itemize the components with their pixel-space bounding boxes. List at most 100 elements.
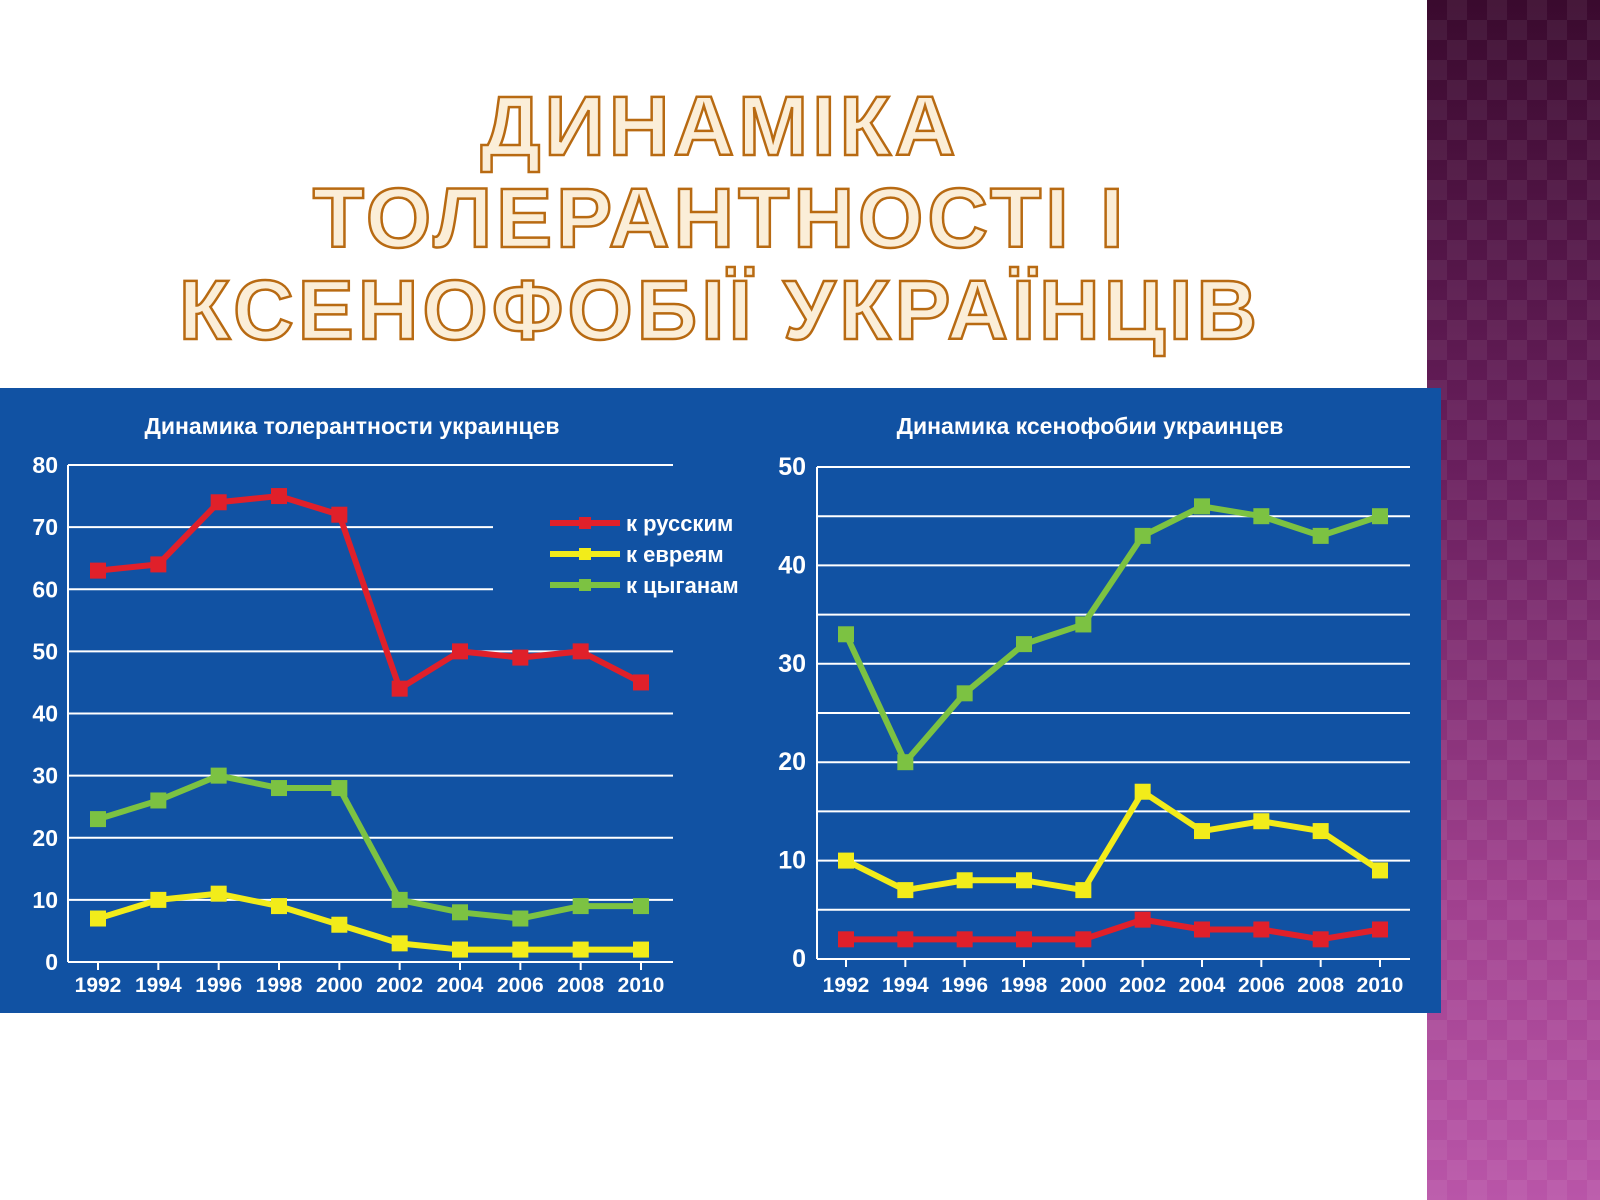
charts-svg: Динамика толерантности украинцев 0 10 20 30 4…	[32, 413, 1410, 997]
data-point	[897, 754, 914, 771]
data-point	[838, 626, 854, 643]
chart-1: Динамика толерантности украинцев 0 10 20 30 4…	[32, 413, 738, 997]
data-point	[956, 931, 973, 948]
x-tick-label: 2008	[1297, 974, 1344, 997]
data-point	[1075, 882, 1092, 899]
x-tick-label: 2004	[437, 974, 484, 997]
legend-label: к русским	[626, 511, 733, 536]
x-tick-label: 1998	[1001, 974, 1048, 997]
x-tick-label: 2006	[497, 974, 544, 997]
data-point	[572, 643, 589, 660]
x-tick-label: 2010	[618, 974, 665, 997]
y-tick-label: 50	[32, 638, 58, 664]
y-tick-label: 30	[778, 650, 806, 678]
data-point	[1312, 823, 1329, 840]
data-point	[90, 562, 106, 579]
data-point	[633, 898, 649, 915]
chart-title: Динамика толерантности украинцев	[144, 413, 559, 439]
y-tick-label: 20	[778, 748, 806, 776]
series-line	[97, 890, 641, 953]
x-tick-label: 2000	[316, 974, 363, 997]
data-point	[452, 941, 468, 958]
data-point	[838, 931, 854, 948]
data-point	[1253, 921, 1270, 938]
data-point	[150, 556, 167, 573]
y-tick-label: 70	[32, 514, 58, 540]
series-line	[846, 916, 1381, 943]
data-point	[331, 916, 348, 933]
data-point	[1134, 783, 1151, 800]
x-tick-label: 2000	[1060, 974, 1107, 997]
data-point	[1016, 872, 1032, 889]
data-point	[391, 891, 408, 908]
x-tick-label: 1994	[135, 974, 182, 997]
data-point	[1134, 527, 1151, 544]
data-point	[1312, 931, 1329, 948]
y-tick-label: 40	[32, 701, 58, 727]
data-point	[452, 904, 468, 921]
series-3	[90, 767, 649, 927]
y-tick-label: 10	[32, 887, 58, 913]
slide-title-line-1: Динаміка толерантності і	[311, 79, 1128, 266]
legend-label: к евреям	[626, 542, 724, 567]
y-tick-label: 0	[792, 945, 806, 973]
data-point	[1372, 921, 1388, 938]
data-point	[90, 910, 106, 927]
x-tick-label: 1992	[823, 974, 870, 997]
legend: к русским к евреям к цыганам	[550, 511, 739, 598]
x-tick-label: 2004	[1179, 974, 1226, 997]
data-point	[1372, 508, 1388, 525]
data-point	[633, 941, 649, 958]
series-line	[97, 772, 641, 922]
y-tick-label: 10	[778, 847, 806, 875]
data-point	[512, 649, 529, 666]
data-point	[210, 494, 227, 511]
y-tick-label: 40	[778, 551, 806, 579]
series-1	[90, 488, 649, 697]
data-point	[391, 680, 408, 697]
data-point	[572, 898, 589, 915]
series-2	[90, 885, 649, 958]
legend-marker	[579, 579, 591, 591]
data-point	[1253, 813, 1270, 830]
data-point	[1075, 931, 1092, 948]
decorative-side-band	[1427, 0, 1600, 1200]
data-point	[331, 780, 348, 797]
x-tick-label: 2008	[557, 974, 604, 997]
x-tick-label: 2006	[1238, 974, 1285, 997]
x-tick-label: 1992	[75, 974, 122, 997]
y-tick-label: 80	[32, 452, 58, 478]
x-tick-label: 1996	[941, 974, 988, 997]
data-point	[1134, 911, 1151, 928]
data-point	[1075, 616, 1092, 633]
y-tick-label: 60	[32, 576, 58, 602]
data-point	[1312, 527, 1329, 544]
data-point	[512, 941, 529, 958]
data-point	[572, 941, 589, 958]
x-tick-label: 2010	[1357, 974, 1404, 997]
data-point	[1016, 636, 1032, 653]
legend-marker	[579, 548, 591, 560]
data-point	[1253, 508, 1270, 525]
y-tick-label: 50	[778, 453, 806, 481]
data-point	[271, 780, 287, 797]
slide-title: Динаміка толерантності і ксенофобії укра…	[120, 79, 1320, 358]
data-point	[331, 506, 348, 523]
data-point	[633, 674, 649, 691]
data-point	[897, 931, 914, 948]
x-tick-label: 2002	[1119, 974, 1166, 997]
data-point	[210, 885, 227, 902]
legend-label: к цыганам	[626, 573, 739, 598]
data-point	[897, 882, 914, 899]
y-tick-label: 30	[32, 763, 58, 789]
series-2	[838, 783, 1388, 899]
y-tick-label: 0	[45, 949, 58, 975]
x-tick-label: 1996	[195, 974, 242, 997]
data-point	[838, 852, 854, 869]
data-point	[1016, 931, 1032, 948]
x-tick-label: 1994	[882, 974, 929, 997]
data-point	[956, 872, 973, 889]
data-point	[271, 898, 287, 915]
data-point	[1194, 921, 1210, 938]
data-point	[90, 811, 106, 828]
